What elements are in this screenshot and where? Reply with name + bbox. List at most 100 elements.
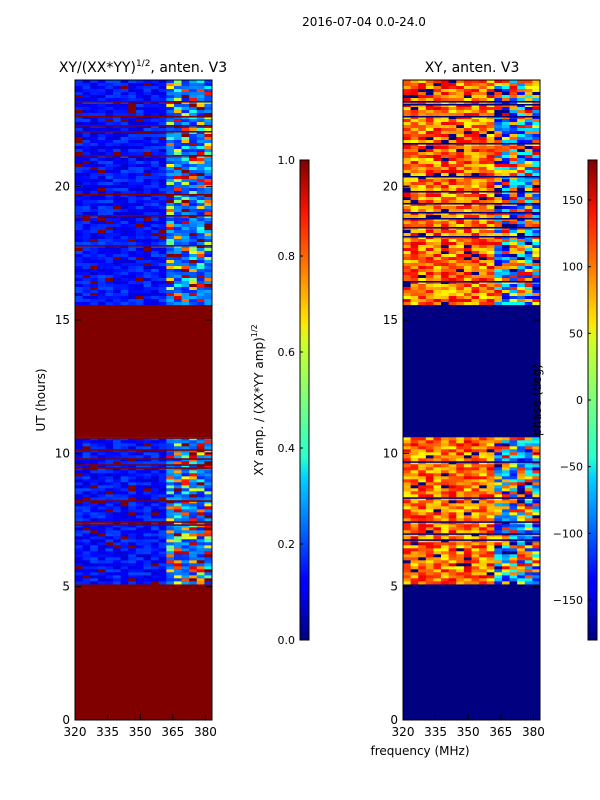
right-cell [479,167,488,171]
right-cell [479,116,488,120]
left-cell [120,146,129,150]
right-cell [471,179,480,183]
right-cell [433,194,442,198]
left-cell [151,254,160,258]
left-cell [151,293,160,297]
right-cell [471,461,480,465]
right-cell [509,299,518,303]
left-cell [189,188,198,192]
left-cell [173,566,182,570]
right-cell [410,521,419,525]
left-cell [90,89,99,93]
right-cell [463,578,472,582]
right-cell [486,527,495,531]
left-cell [173,236,182,240]
right-cell [456,149,465,153]
right-cell [486,257,495,261]
left-colorbar [299,159,310,641]
right-cell [463,251,472,255]
right-cell [410,236,419,240]
left-cell [97,116,106,120]
right-cell [486,545,495,549]
right-cell [479,437,488,441]
left-cell [196,149,205,153]
right-cell [433,92,442,96]
left-cell [113,269,121,273]
right-cell [486,110,495,114]
left-cell [128,242,137,246]
left-cell [173,503,182,507]
right-cell [486,560,495,564]
right-cell [494,578,503,582]
left-cell [90,503,99,507]
right-cell [532,449,541,453]
right-cell [456,230,465,234]
left-cell [90,569,99,573]
left-cell [128,287,137,291]
right-cell [479,566,488,570]
left-cell [105,575,114,579]
right-cell [479,215,488,219]
left-cell [158,101,167,105]
right-cell [448,254,457,258]
right-cell [524,290,533,294]
left-cell [97,218,106,222]
right-cell [441,572,449,576]
left-cell [135,449,144,453]
left-cell [181,263,190,267]
right-cell [471,470,480,474]
left-cell [128,116,137,120]
left-cell [90,191,99,195]
right-cell [494,146,503,150]
left-cell [158,176,167,180]
right-cell [463,530,472,534]
left-cell [97,449,106,453]
left-cell [128,236,137,240]
right-cell [425,176,434,180]
left-cell [105,443,114,447]
left-cell [90,122,99,126]
left-cell [97,89,106,93]
right-cell [501,512,510,516]
right-cell [410,206,419,210]
right-cell [448,515,457,519]
right-cell [403,170,411,174]
left-cell [90,143,99,147]
right-cell [494,98,503,102]
right-cell [509,290,518,294]
right-cell [425,128,434,132]
left-cell [143,278,152,282]
left-cell [181,578,190,582]
left-cell [105,551,114,555]
left-cell [181,479,190,483]
left-cell [120,263,129,267]
left-cell [97,512,106,516]
right-cell [448,581,457,585]
left-cell [120,557,129,561]
left-cell [128,143,137,147]
right-cell [532,527,541,531]
right-cell [532,524,541,528]
right-cell [463,440,472,444]
left-cell [82,446,91,450]
left-cell [189,473,198,477]
right-cell [532,545,541,549]
left-cell [173,98,182,102]
left-cell [113,470,121,474]
right-cell [403,299,411,303]
right-cell [501,470,510,474]
right-cell [403,260,411,264]
left-cell [158,236,167,240]
left-cell [90,176,99,180]
right-cell [441,275,449,279]
left-cell [113,152,121,156]
left-cell [120,257,129,261]
left-cell [135,278,144,282]
right-cell [471,119,480,123]
left-cell [135,302,144,306]
left-cell [75,299,83,303]
left-cell [196,485,205,489]
left-cell [166,506,175,510]
right-cell [456,236,465,240]
left-cell [181,248,190,252]
